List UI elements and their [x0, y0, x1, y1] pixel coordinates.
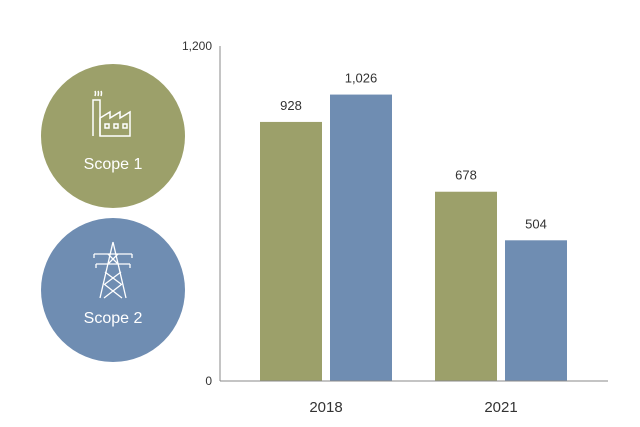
bar-value-label: 504: [525, 216, 547, 231]
bar-scope-2-2018: [330, 94, 392, 381]
factory-icon: [92, 90, 131, 137]
y-ticks-group: 0 1,200: [182, 39, 212, 388]
bar-scope-1-2021: [435, 191, 497, 381]
legend-scope1: Scope 1: [41, 64, 185, 208]
legend-label-scope2: Scope 2: [83, 310, 143, 327]
bar-value-label: 928: [280, 98, 302, 113]
y-tick-label: 0: [205, 374, 212, 388]
bar-value-label: 1,026: [345, 71, 378, 86]
value-labels-group: 928 1,026 678 504: [280, 71, 547, 232]
x-categories-group: 2018 2021: [309, 399, 517, 416]
x-category-label: 2018: [309, 399, 342, 416]
bar-scope-2-2021: [505, 240, 567, 381]
bars-group: [260, 94, 567, 381]
y-tick-label: 1,200: [182, 39, 212, 53]
bar-scope-1-2018: [260, 121, 322, 381]
power-tower-icon: [93, 241, 133, 299]
x-category-label: 2021: [484, 399, 517, 416]
bar-value-label: 678: [455, 168, 477, 183]
legend-label-scope1: Scope 1: [83, 156, 143, 173]
legend-scope2: Scope 2: [41, 218, 185, 362]
